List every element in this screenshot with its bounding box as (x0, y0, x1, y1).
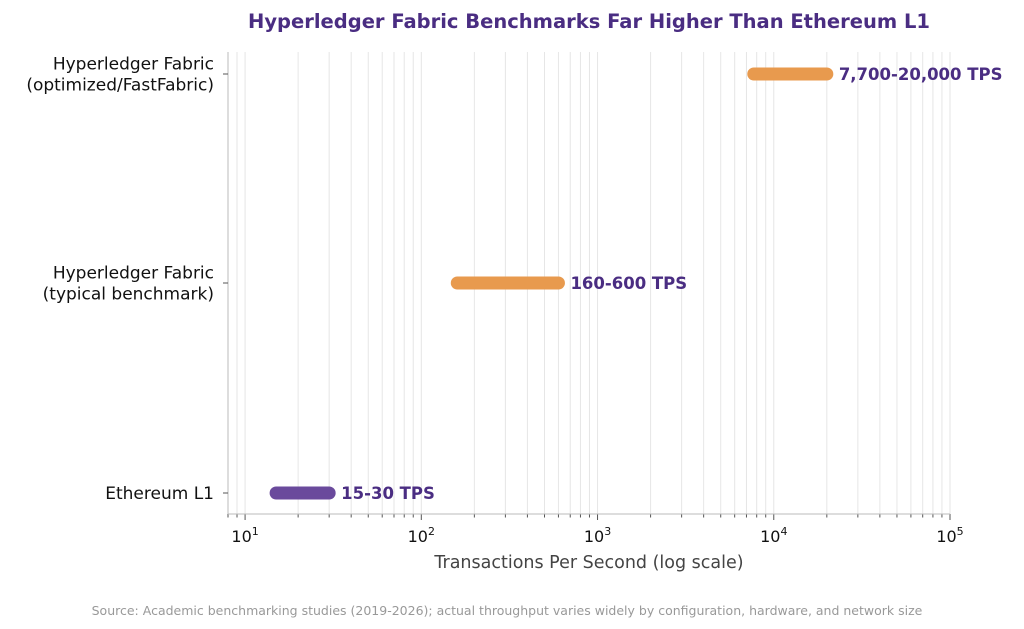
value-label: 160-600 TPS (570, 274, 687, 293)
category-label: (typical benchmark) (43, 285, 214, 305)
x-tick-label: 102 (408, 525, 435, 546)
x-axis-label: Transactions Per Second (log scale) (433, 553, 743, 573)
x-tick-base: 10 (584, 527, 604, 546)
category-label: (optimized/FastFabric) (26, 76, 214, 96)
axis-layer (223, 52, 951, 520)
x-tick-exponent: 4 (780, 525, 787, 538)
source-note: Source: Academic benchmarking studies (2… (92, 603, 923, 618)
x-tick-label: 103 (584, 525, 611, 546)
x-tick-label: 104 (760, 525, 787, 546)
category-label: Ethereum L1 (105, 484, 214, 504)
x-tick-label: 101 (231, 525, 258, 546)
x-tick-base: 10 (936, 527, 956, 546)
value-label: 15-30 TPS (341, 484, 435, 503)
x-tick-exponent: 3 (604, 525, 611, 538)
x-tick-base: 10 (408, 527, 428, 546)
x-tick-exponent: 5 (957, 525, 964, 538)
category-label: Hyperledger Fabric (53, 55, 214, 75)
chart-title: Hyperledger Fabric Benchmarks Far Higher… (248, 10, 930, 33)
x-tick-label: 105 (936, 525, 963, 546)
x-tick-exponent: 2 (428, 525, 435, 538)
x-tick-base: 10 (760, 527, 780, 546)
bar-layer (269, 67, 834, 500)
x-tick-exponent: 1 (252, 525, 259, 538)
value-label: 7,700-20,000 TPS (839, 65, 1003, 84)
category-label: Hyperledger Fabric (53, 264, 214, 284)
x-tick-base: 10 (231, 527, 251, 546)
